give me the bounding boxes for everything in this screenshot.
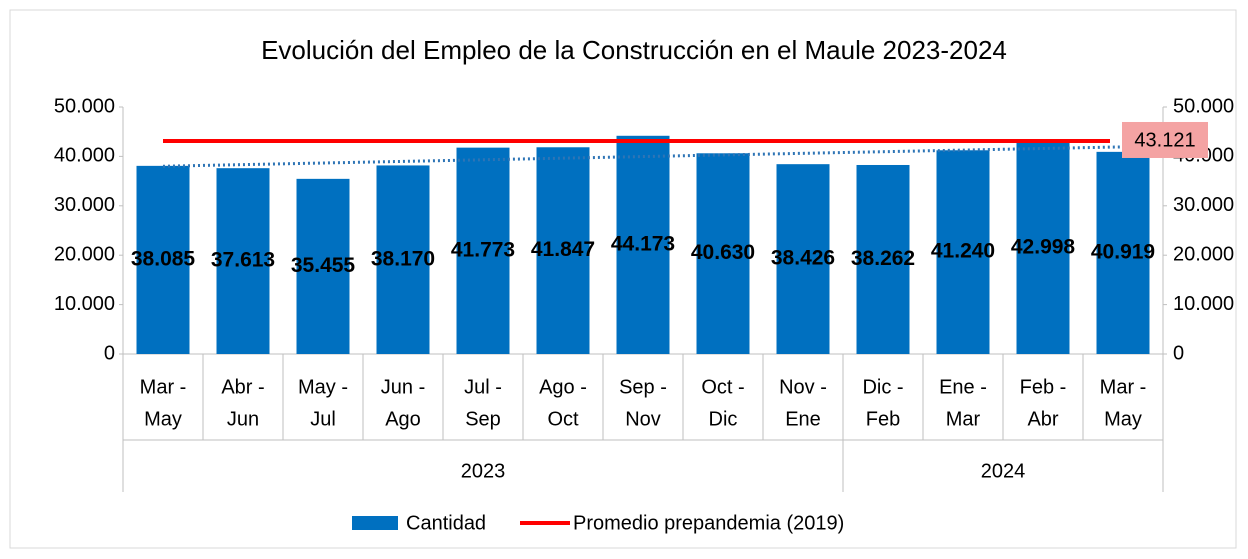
bar <box>376 165 430 354</box>
x-tick-label: Jul <box>310 408 336 430</box>
x-tick-label: Mar <box>946 408 981 430</box>
x-tick-label: May - <box>298 376 348 398</box>
y-tick-label: 30.000 <box>54 194 115 216</box>
y-tick-label: 40.000 <box>54 145 115 167</box>
bar <box>1096 151 1150 354</box>
x-tick-label: Ago - <box>539 376 587 398</box>
x-tick-label: Mar - <box>140 376 187 398</box>
value-label: 37.613 <box>211 249 275 272</box>
value-label: 35.455 <box>291 254 356 277</box>
x-tick-label: Abr - <box>221 376 264 398</box>
y-tick-label: 50.000 <box>54 95 115 117</box>
legend-label: Promedio prepandemia (2019) <box>573 512 844 534</box>
bar <box>616 135 670 354</box>
value-label: 38.426 <box>771 247 835 270</box>
reference-label-box <box>1122 121 1208 158</box>
x-tick-label: Oct - <box>701 376 744 398</box>
y2-tick-label: 50.000 <box>1173 95 1234 117</box>
x-tick-label: Jun - <box>381 376 425 398</box>
y2-tick-label: 20.000 <box>1173 243 1234 265</box>
x-tick-label: Nov <box>625 408 661 430</box>
value-label: 44.173 <box>611 232 675 255</box>
bar <box>456 147 510 354</box>
reference-label: 43.121 <box>1134 129 1195 151</box>
y-tick-label: 0 <box>104 342 115 364</box>
x-tick-label: Abr <box>1027 408 1058 430</box>
x-tick-label: Feb - <box>1020 376 1067 398</box>
x-tick-label: Feb <box>866 408 900 430</box>
x-tick-label: Sep - <box>619 376 667 398</box>
value-label: 38.085 <box>131 247 196 270</box>
bar <box>696 153 750 354</box>
bar <box>296 178 350 354</box>
bar <box>216 168 270 354</box>
x-tick-label: Nov - <box>779 376 827 398</box>
bar <box>776 164 830 354</box>
group-label: 2023 <box>461 460 506 482</box>
x-tick-label: Oct <box>547 408 579 430</box>
bar <box>856 164 910 354</box>
x-tick-label: May <box>144 408 182 430</box>
group-label: 2024 <box>981 460 1026 482</box>
x-tick-label: Ago <box>385 408 421 430</box>
bar <box>1016 141 1070 354</box>
x-tick-label: Jun <box>227 408 259 430</box>
value-label: 38.170 <box>371 247 435 270</box>
y-tick-label: 20.000 <box>54 243 115 265</box>
x-tick-label: Ene <box>785 408 821 430</box>
x-tick-label: Jul - <box>464 376 502 398</box>
x-tick-label: May <box>1104 408 1142 430</box>
x-tick-label: Dic - <box>862 376 903 398</box>
legend-swatch <box>352 516 398 530</box>
value-label: 38.262 <box>851 247 915 270</box>
x-tick-label: Sep <box>465 408 501 430</box>
y2-tick-label: 0 <box>1173 342 1184 364</box>
y2-tick-label: 30.000 <box>1173 194 1234 216</box>
bar <box>536 147 590 354</box>
y-tick-label: 10.000 <box>54 293 115 315</box>
value-label: 41.240 <box>931 240 995 263</box>
bar <box>136 165 190 354</box>
trendline <box>162 145 1124 168</box>
value-label: 41.847 <box>531 238 595 261</box>
x-tick-label: Mar - <box>1100 376 1147 398</box>
value-label: 40.630 <box>691 241 755 264</box>
bar <box>936 150 990 354</box>
value-label: 40.919 <box>1091 240 1155 263</box>
chart-title: Evolución del Empleo de la Construcción … <box>261 35 1007 65</box>
x-tick-label: Dic <box>709 408 738 430</box>
legend-label: Cantidad <box>406 512 486 534</box>
y2-tick-label: 10.000 <box>1173 293 1234 315</box>
x-tick-label: Ene - <box>939 376 987 398</box>
value-label: 42.998 <box>1011 235 1076 258</box>
value-label: 41.773 <box>451 238 515 261</box>
